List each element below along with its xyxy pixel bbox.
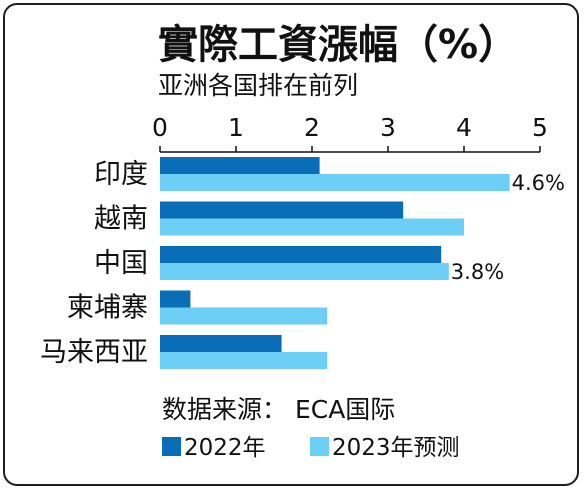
category-label-0: 印度 xyxy=(94,159,148,190)
legend: 2022年 2023年预测 xyxy=(162,435,460,461)
bar-4-1 xyxy=(160,352,328,369)
chart-subtitle: 亚洲各国排在前列 xyxy=(158,71,358,100)
x-axis-ticks: 0 1 2 3 4 5 xyxy=(152,113,548,152)
x-tick-label-3: 3 xyxy=(380,113,396,142)
x-tick-label-2: 2 xyxy=(304,113,320,142)
legend-swatch-1 xyxy=(310,437,329,456)
bars xyxy=(160,157,510,369)
source-note: 数据来源： ECA国际 xyxy=(162,395,395,424)
bar-1-1 xyxy=(160,218,464,236)
legend-label-1: 2023年预测 xyxy=(332,435,460,461)
legend-label-0: 2022年 xyxy=(184,435,266,461)
data-labels: 4.6% 3.8% xyxy=(451,171,565,284)
bar-2-1 xyxy=(160,263,449,280)
chart-title: 實際工資漲幅（%） xyxy=(158,22,518,68)
x-tick-label-5: 5 xyxy=(532,113,548,142)
chart-frame xyxy=(3,3,579,486)
bar-4-0 xyxy=(160,335,282,352)
data-label-1: 3.8% xyxy=(451,260,504,284)
bar-0-0 xyxy=(160,157,320,174)
legend-swatch-0 xyxy=(162,437,181,456)
bar-1-0 xyxy=(160,201,404,219)
x-tick-label-0: 0 xyxy=(152,113,168,142)
category-label-2: 中国 xyxy=(94,248,148,279)
bar-2-0 xyxy=(160,246,442,263)
x-tick-label-4: 4 xyxy=(456,113,472,142)
category-label-3: 柬埔寨 xyxy=(67,293,148,324)
category-label-4: 马来西亚 xyxy=(40,337,148,368)
bar-0-1 xyxy=(160,174,510,191)
bar-3-0 xyxy=(160,290,191,308)
bar-3-1 xyxy=(160,307,328,325)
data-label-0: 4.6% xyxy=(512,171,565,195)
x-tick-label-1: 1 xyxy=(228,113,244,142)
category-label-1: 越南 xyxy=(94,204,148,235)
